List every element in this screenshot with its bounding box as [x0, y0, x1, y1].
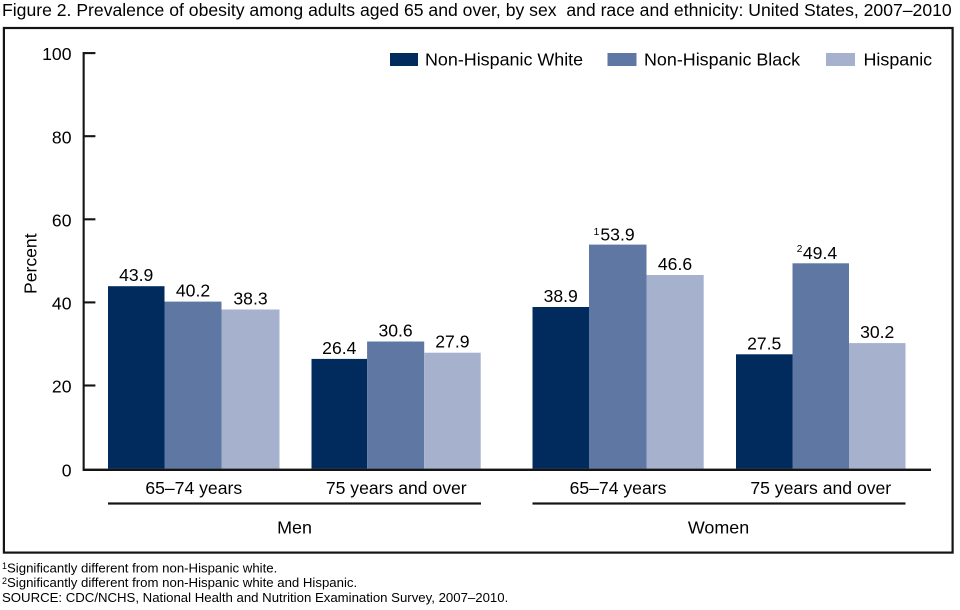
svg-text:Non-Hispanic White: Non-Hispanic White — [425, 50, 583, 70]
svg-text:75 years and over: 75 years and over — [326, 478, 467, 498]
svg-text:Percent: Percent — [21, 233, 41, 294]
svg-text:27.5: 27.5 — [747, 333, 781, 353]
svg-text:46.6: 46.6 — [658, 254, 692, 274]
svg-text:40.2: 40.2 — [176, 281, 210, 301]
svg-text:2: 2 — [797, 244, 803, 255]
svg-text:60: 60 — [52, 210, 72, 230]
svg-text:1Significantly different from: 1Significantly different from non-Hispan… — [2, 560, 277, 575]
svg-text:26.4: 26.4 — [322, 338, 356, 358]
svg-text:38.9: 38.9 — [544, 286, 578, 306]
svg-text:20: 20 — [52, 377, 72, 397]
svg-text:65–74 years: 65–74 years — [145, 478, 242, 498]
svg-text:Non-Hispanic Black: Non-Hispanic Black — [644, 50, 800, 70]
svg-text:Figure 2. Prevalence of obesit: Figure 2. Prevalence of obesity among ad… — [2, 0, 952, 20]
svg-text:SOURCE: CDC/NCHS, National Hea: SOURCE: CDC/NCHS, National Health and Nu… — [2, 590, 508, 605]
svg-text:53.9: 53.9 — [600, 224, 634, 244]
svg-text:27.9: 27.9 — [435, 332, 469, 352]
svg-text:1: 1 — [593, 226, 599, 238]
svg-text:49.4: 49.4 — [803, 243, 837, 263]
svg-text:43.9: 43.9 — [119, 265, 153, 285]
svg-text:Women: Women — [688, 518, 749, 538]
svg-text:80: 80 — [52, 127, 72, 147]
svg-text:30.6: 30.6 — [378, 321, 412, 341]
svg-text:Men: Men — [277, 518, 312, 538]
svg-text:100: 100 — [42, 44, 72, 64]
svg-text:65–74 years: 65–74 years — [570, 478, 667, 498]
svg-text:75 years and over: 75 years and over — [750, 478, 891, 498]
svg-text:2Significantly different from: 2Significantly different from non-Hispan… — [2, 575, 357, 590]
svg-text:40: 40 — [52, 294, 72, 314]
svg-text:0: 0 — [62, 460, 72, 480]
svg-text:30.2: 30.2 — [860, 322, 894, 342]
svg-text:Hispanic: Hispanic — [864, 50, 933, 70]
svg-text:38.3: 38.3 — [233, 289, 267, 309]
